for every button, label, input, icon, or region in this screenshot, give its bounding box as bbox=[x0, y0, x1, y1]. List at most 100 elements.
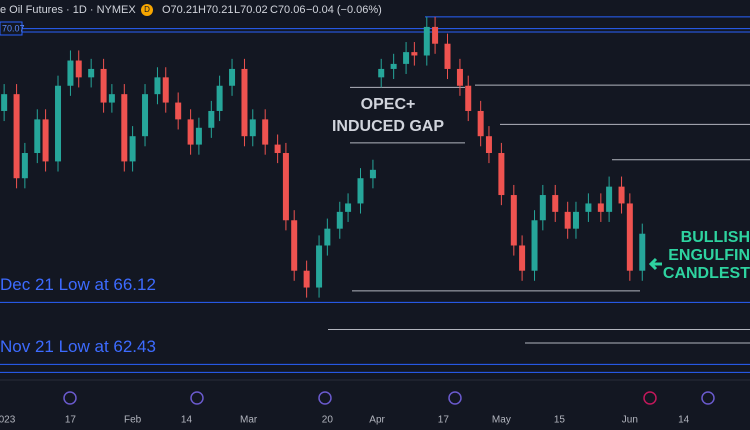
candle bbox=[432, 16, 439, 54]
candle bbox=[216, 75, 223, 122]
x-tick-label: 14 bbox=[678, 415, 690, 426]
candle bbox=[75, 50, 82, 88]
ohlc-value: L70.02 bbox=[234, 4, 268, 16]
candle bbox=[303, 260, 310, 298]
candle-body bbox=[75, 60, 82, 78]
candle bbox=[411, 42, 418, 66]
candle bbox=[55, 75, 62, 172]
candle-body bbox=[241, 68, 248, 137]
candle-body bbox=[324, 228, 331, 246]
event-icons bbox=[63, 391, 715, 405]
candle bbox=[1, 84, 8, 122]
x-tick-label: Feb bbox=[124, 415, 142, 426]
event-icon[interactable] bbox=[701, 391, 715, 405]
candle-body bbox=[249, 119, 256, 137]
candle-body bbox=[316, 245, 323, 288]
event-icon[interactable] bbox=[190, 391, 204, 405]
candle-body bbox=[88, 68, 95, 78]
level-label: Dec 21 Low at 66.12 bbox=[0, 275, 156, 294]
levels: Dec 21 Low at 66.12 Nov 21 Low at 62.43 bbox=[0, 16, 750, 373]
candle-body bbox=[357, 178, 364, 204]
candle bbox=[519, 235, 526, 281]
candle bbox=[564, 201, 571, 239]
candle bbox=[369, 159, 376, 189]
x-tick-label: 20 bbox=[322, 415, 334, 426]
x-tick-label: 15 bbox=[554, 415, 566, 426]
candle bbox=[42, 109, 49, 172]
candle-body bbox=[129, 136, 136, 162]
candle-body bbox=[13, 94, 20, 179]
candle-body bbox=[432, 26, 439, 44]
candle-body bbox=[510, 195, 517, 246]
candle-body bbox=[618, 186, 625, 204]
candle bbox=[626, 193, 633, 281]
candle-body bbox=[564, 211, 571, 229]
candle-body bbox=[229, 68, 236, 86]
candle-body bbox=[597, 203, 604, 212]
annotation: CANDLEST bbox=[663, 265, 750, 282]
x-tick-label: May bbox=[492, 415, 511, 426]
candle-body bbox=[423, 26, 430, 56]
candle-body bbox=[175, 102, 182, 120]
x-tick-label: Jun bbox=[622, 415, 638, 426]
symbol: e Oil Futures · 1D · NYMEX bbox=[0, 4, 136, 16]
candle-body bbox=[444, 43, 451, 69]
event-icon[interactable] bbox=[318, 391, 332, 405]
ohlc-value: O70.21 bbox=[162, 4, 198, 16]
badge-bg bbox=[141, 4, 153, 16]
candle-body bbox=[519, 245, 526, 271]
candle bbox=[539, 184, 546, 231]
candle-body bbox=[216, 85, 223, 111]
candle-body bbox=[42, 119, 49, 162]
candle-body bbox=[162, 77, 169, 103]
candle-body bbox=[390, 63, 397, 69]
event-icon[interactable] bbox=[643, 391, 657, 405]
x-tick-label: 17 bbox=[438, 415, 450, 426]
candle-body bbox=[55, 85, 62, 162]
x-tick-label: 14 bbox=[181, 415, 193, 426]
x-tick-label: Mar bbox=[240, 415, 258, 426]
candle bbox=[229, 58, 236, 96]
candle bbox=[316, 235, 323, 298]
candle bbox=[274, 134, 281, 164]
candle bbox=[208, 100, 215, 138]
annotation: OPEC+ bbox=[361, 96, 416, 113]
candle-body bbox=[485, 136, 492, 154]
x-tick-label: Apr bbox=[369, 415, 385, 426]
candle-body bbox=[498, 153, 505, 196]
candle bbox=[485, 126, 492, 164]
candle-body bbox=[34, 119, 41, 154]
candle bbox=[129, 126, 136, 172]
candle-body bbox=[639, 233, 646, 271]
candle bbox=[345, 193, 352, 222]
event-icon[interactable] bbox=[63, 391, 77, 405]
candle bbox=[34, 109, 41, 164]
candles bbox=[1, 16, 646, 298]
annotation: BULLISH bbox=[681, 229, 750, 246]
candle-body bbox=[195, 127, 202, 145]
candle bbox=[262, 109, 269, 155]
candle bbox=[572, 201, 579, 239]
candle bbox=[282, 142, 289, 231]
annotation: ENGULFIN bbox=[668, 247, 750, 264]
candle bbox=[465, 75, 472, 122]
candle bbox=[618, 176, 625, 214]
ohlc-value: C70.06 bbox=[270, 4, 305, 16]
candle bbox=[142, 84, 149, 147]
event-icon[interactable] bbox=[448, 391, 462, 405]
candle bbox=[510, 184, 517, 256]
candle bbox=[21, 142, 28, 189]
price-label-box bbox=[0, 21, 23, 36]
candle bbox=[597, 193, 604, 222]
candle bbox=[121, 84, 128, 172]
candle-body bbox=[539, 195, 546, 221]
candle bbox=[552, 184, 559, 222]
candle bbox=[249, 109, 256, 147]
candle bbox=[357, 168, 364, 214]
candle-body bbox=[465, 85, 472, 111]
candle bbox=[154, 67, 161, 105]
candle-body bbox=[142, 94, 149, 137]
x-tick-label: 2023 bbox=[0, 415, 16, 426]
